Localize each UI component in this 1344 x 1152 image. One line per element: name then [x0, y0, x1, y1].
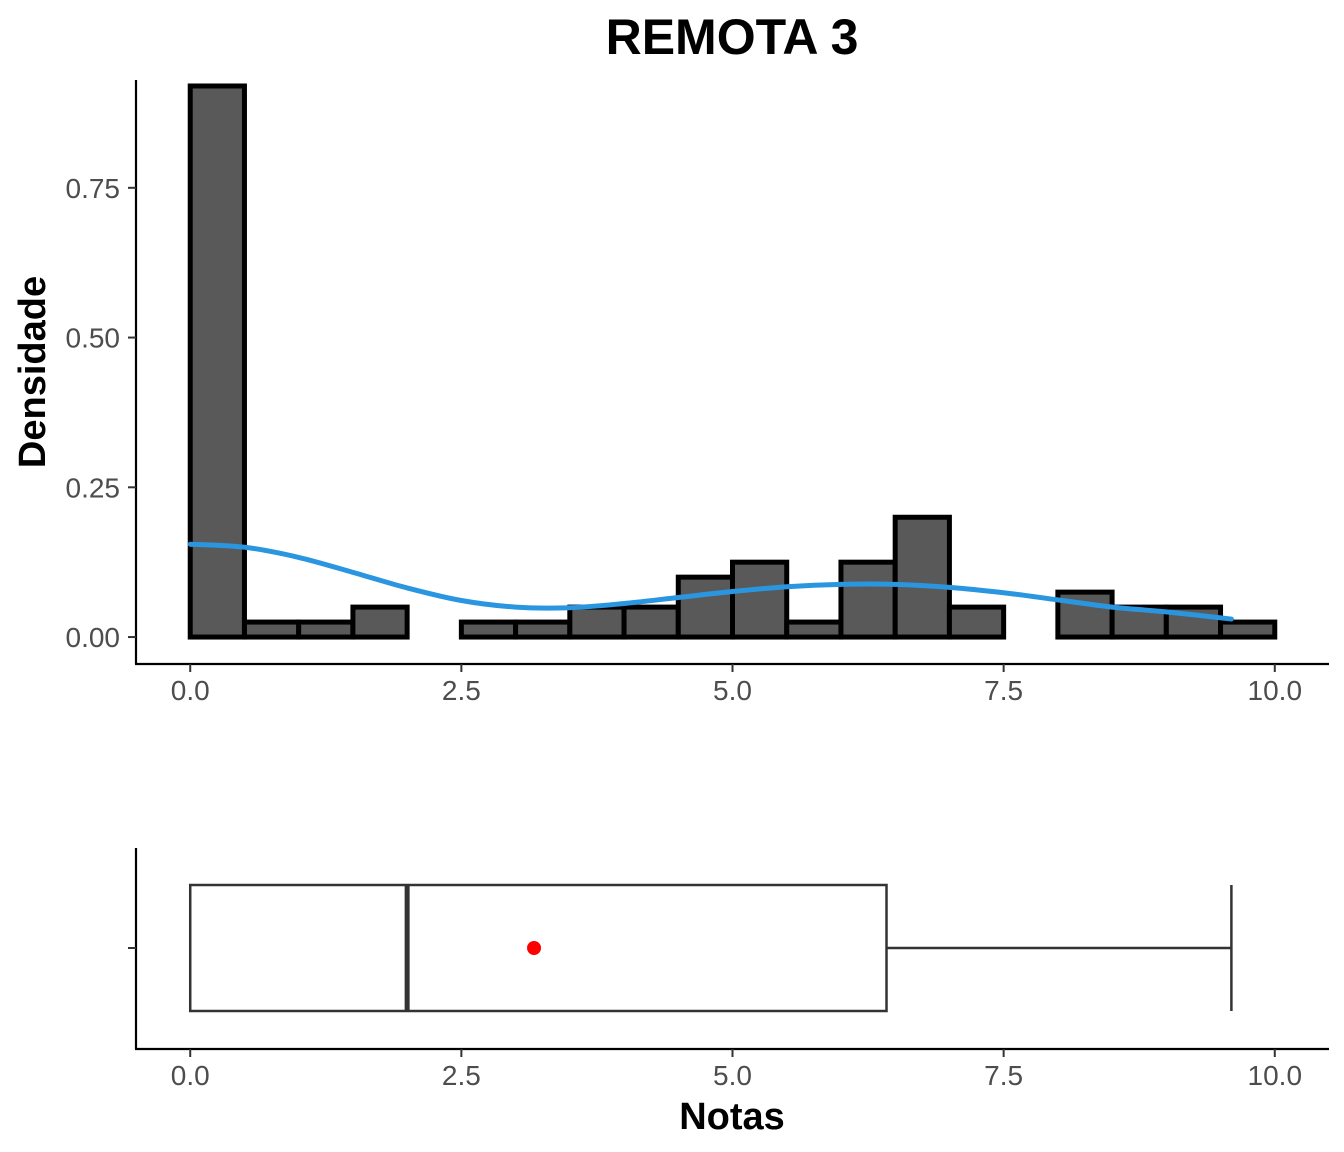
- x-axis-title: Notas: [679, 1096, 785, 1138]
- histogram-bar: [675, 574, 735, 640]
- x-tick-label: 7.5: [984, 1060, 1023, 1091]
- hist-y-ticks: 0.00 0.25 0.50 0.75: [66, 173, 136, 653]
- histogram-bar: [1218, 619, 1278, 640]
- histogram-bar: [187, 83, 247, 640]
- histogram-bar: [838, 559, 898, 640]
- y-axis-title: Densidade: [12, 276, 54, 468]
- x-tick-label: 2.5: [442, 1060, 481, 1091]
- y-tick-label: 0.25: [66, 472, 121, 503]
- histogram-bar: [892, 514, 952, 640]
- x-tick-label: 5.0: [713, 675, 752, 706]
- histogram-bar: [784, 619, 844, 640]
- y-tick-label: 0.50: [66, 323, 121, 354]
- chart-title: REMOTA 3: [606, 9, 859, 65]
- x-tick-label: 5.0: [713, 1060, 752, 1091]
- histogram-bars: [187, 83, 1278, 640]
- x-tick-label: 0.0: [171, 1060, 210, 1091]
- hist-x-ticks: 0.0 2.5 5.0 7.5 10.0: [171, 664, 1302, 706]
- x-tick-label: 0.0: [171, 675, 210, 706]
- y-tick-label: 0.75: [66, 173, 121, 204]
- mean-point: [527, 941, 542, 955]
- histogram-bar: [350, 604, 410, 640]
- histogram-bar: [458, 619, 519, 640]
- box-x-ticks: 0.0 2.5 5.0 7.5 10.0: [171, 1049, 1302, 1091]
- x-tick-label: 7.5: [984, 675, 1023, 706]
- histogram-bar: [567, 604, 627, 640]
- x-tick-label: 10.0: [1248, 675, 1303, 706]
- y-tick-label: 0.00: [66, 622, 121, 653]
- histogram-bar: [296, 619, 356, 640]
- histogram-bar: [241, 619, 302, 640]
- density-curve: [187, 541, 1234, 622]
- boxplot-panel: 0.0 2.5 5.0 7.5 10.0 Notas: [128, 848, 1329, 1138]
- x-tick-label: 10.0: [1248, 1060, 1303, 1091]
- histogram-bar: [513, 619, 573, 640]
- histogram-panel: 0.00 0.25 0.50 0.75 0.0 2.5 5.0 7.5 10.0 Densid…: [12, 80, 1329, 706]
- histogram-bar: [946, 604, 1007, 640]
- histogram-bar: [730, 559, 790, 640]
- histogram-bar: [621, 604, 681, 640]
- x-tick-label: 2.5: [442, 675, 481, 706]
